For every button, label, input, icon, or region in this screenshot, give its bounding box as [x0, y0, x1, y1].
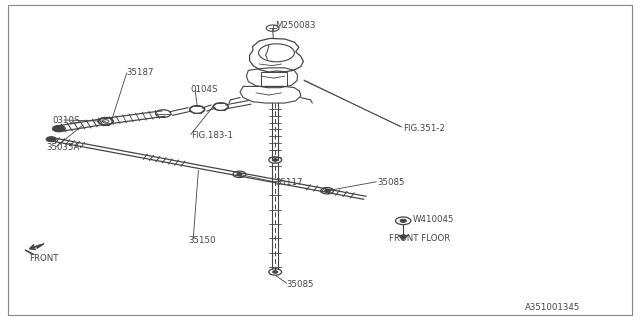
Text: 35085: 35085 — [287, 280, 314, 289]
Text: 35187: 35187 — [127, 68, 154, 76]
Circle shape — [237, 173, 242, 176]
Circle shape — [46, 137, 56, 142]
Text: A351001345: A351001345 — [525, 303, 580, 312]
Circle shape — [273, 159, 278, 161]
Text: 35085: 35085 — [378, 178, 405, 187]
Text: 35150: 35150 — [189, 236, 216, 245]
Text: 0104S: 0104S — [191, 85, 218, 94]
Text: 0310S: 0310S — [52, 116, 80, 125]
Circle shape — [400, 219, 406, 222]
Text: 35035A: 35035A — [46, 143, 79, 152]
Polygon shape — [398, 235, 408, 240]
Text: W410045: W410045 — [413, 215, 454, 224]
Text: FIG.183-1: FIG.183-1 — [191, 131, 233, 140]
Text: FIG.351-2: FIG.351-2 — [403, 124, 445, 132]
Text: 35117: 35117 — [275, 178, 303, 187]
Text: FRONT: FRONT — [29, 254, 58, 263]
Circle shape — [273, 271, 278, 273]
Bar — [261, 72, 287, 86]
Circle shape — [52, 125, 65, 132]
Text: M250083: M250083 — [275, 21, 316, 30]
Circle shape — [324, 189, 330, 192]
Text: FRONT FLOOR: FRONT FLOOR — [389, 234, 451, 243]
